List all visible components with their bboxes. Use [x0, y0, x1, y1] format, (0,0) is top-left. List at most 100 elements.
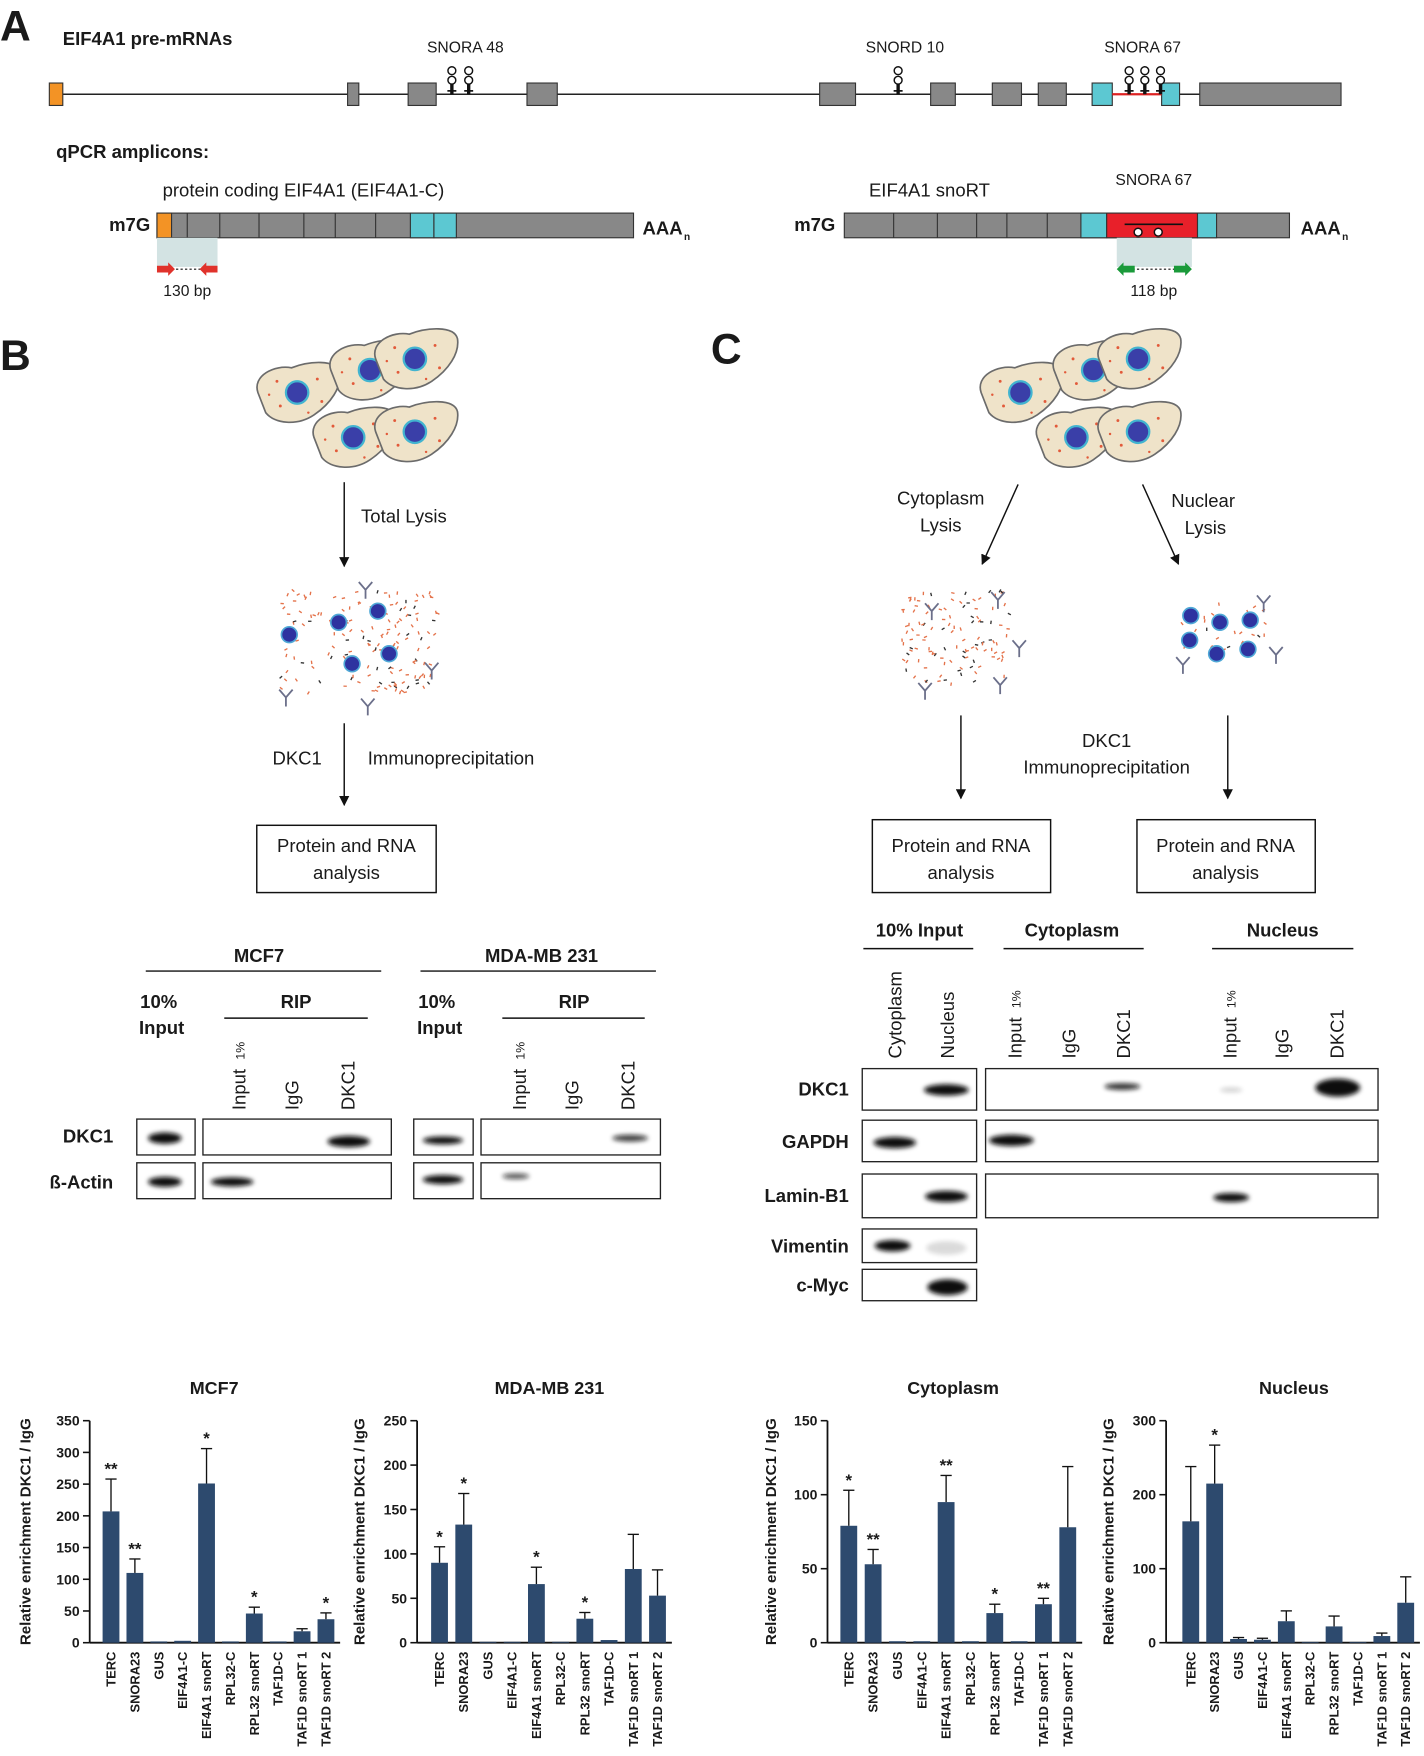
lysate-shape: [362, 635, 365, 640]
lysate-shape: [415, 679, 419, 681]
lysate-shape: [279, 686, 283, 690]
lysate-shape: [960, 672, 963, 677]
step-label: Immunoprecipitation: [368, 748, 535, 769]
lysate-shape: [964, 591, 967, 596]
lysate-shape: [327, 652, 330, 656]
lysate-shape: [420, 673, 425, 677]
lysate-shape: [385, 631, 389, 635]
x-tick-label: TAF1D snoRT 1: [1036, 1652, 1051, 1747]
lysate-shape: [405, 613, 409, 618]
lysate-shape: [383, 687, 388, 691]
cells-shape: [1096, 400, 1183, 463]
cells-shape: [373, 400, 459, 463]
lane-label: DKC1: [1326, 1009, 1347, 1058]
significance: *: [436, 1527, 443, 1546]
western-blot-shape: [988, 1134, 1034, 1146]
lysate-shape: [950, 629, 954, 634]
lysate-shape: [374, 689, 379, 693]
lane-label: DKC1: [337, 1061, 358, 1110]
cap-label: m7G: [794, 214, 835, 235]
lysate-shape: [925, 611, 929, 615]
lane-label: 1%: [1009, 990, 1023, 1008]
lysate-shape: [953, 625, 955, 629]
lysate-shape: [906, 652, 910, 656]
bar: [479, 1641, 497, 1643]
lysate-shape: [357, 681, 361, 684]
lysate-shape: [396, 645, 399, 650]
western-blot-shape: [1219, 1087, 1243, 1093]
heading: EIF4A1 pre-mRNAs: [63, 28, 233, 49]
lysate-shape: [374, 647, 377, 651]
gene-diagram-shape-shape: [347, 82, 360, 107]
lane-label: IgG: [1271, 1029, 1292, 1059]
y-tick-label: 0: [810, 1635, 818, 1651]
lysate-shape: [410, 624, 414, 628]
x-tick-label: TAF1D-C: [602, 1652, 617, 1706]
lysate-shape: [371, 626, 374, 630]
lysate-shape: [341, 597, 346, 600]
box-label: analysis: [1192, 862, 1259, 883]
bar: [937, 1502, 955, 1643]
western-blot-shape: [148, 1132, 182, 1144]
lysate-shape: [371, 690, 375, 692]
bar: [503, 1641, 521, 1643]
lysate-shape: [329, 613, 348, 632]
lysate-shape: [1206, 627, 1208, 632]
lysate-shape: [912, 675, 917, 679]
lysate-shape: [1001, 654, 1004, 659]
lysate-shape: [972, 659, 976, 664]
lysate-shape: [1000, 658, 1004, 663]
gene-diagram-shape-shape: [407, 82, 437, 107]
western-blot: 10% Input Cytoplasm Nucleus Cytoplasm Nu…: [764, 919, 1379, 1302]
lysate-shape: [1180, 631, 1199, 649]
bar: [1349, 1641, 1367, 1643]
lysate-shape: [1241, 611, 1259, 629]
y-tick-label: 150: [56, 1540, 80, 1556]
lysate-shape: [404, 637, 409, 641]
bar: [962, 1641, 979, 1643]
chart-title: Nucleus: [1259, 1378, 1329, 1398]
lysate-shape: [1203, 619, 1206, 623]
lysate-shape: [423, 674, 426, 679]
y-tick-label: 300: [1133, 1413, 1157, 1429]
bar: [576, 1618, 594, 1643]
panel-c: C Cytoplasm Lysis Nuclear Lysis DKC1 Imm…: [711, 325, 1379, 1302]
y-tick-label: 150: [794, 1413, 818, 1429]
lysate-shape: [286, 592, 289, 597]
lysate-shape: [938, 608, 943, 611]
lysate-shape: [376, 666, 379, 671]
lysate-shape: [432, 632, 437, 636]
lysate-shape: [1175, 656, 1191, 675]
bar-chart: MCF7 Relative enrichment DKC1 / IgG 0 50 100…: [17, 1378, 341, 1747]
lysate-shape: [972, 598, 976, 602]
lysate-shape: [923, 635, 928, 639]
lysate-shape: [950, 598, 955, 602]
lysate-shape: [964, 656, 969, 659]
x-tick-label: EIF4A1-C: [175, 1652, 190, 1709]
lysate-shape: [341, 608, 345, 612]
lysate-shape: [917, 659, 920, 663]
lysate-shape: [905, 668, 908, 672]
lysate-shape: [943, 646, 947, 651]
box: [871, 818, 1052, 894]
panel-letter: B: [0, 332, 31, 380]
lysate-shape: [949, 659, 953, 664]
lysate-shape: [928, 650, 933, 653]
lysate-shape: [396, 591, 399, 595]
lysate-shape: [1007, 612, 1012, 616]
gene-diagram-shape-shape: [930, 82, 956, 107]
significance: **: [867, 1530, 881, 1549]
column-label: RIP: [281, 991, 312, 1012]
column-label: RIP: [559, 991, 590, 1012]
lysate-shape: [389, 603, 394, 606]
charts: MCF7 Relative enrichment DKC1 / IgG 0 50 100…: [17, 1378, 1420, 1747]
gene-diagram-shape: [1138, 65, 1151, 96]
gene-diagram-shape-shape: [1037, 82, 1067, 107]
bar: [1206, 1483, 1224, 1643]
gene-diagram-shape: [1154, 65, 1167, 96]
lysate-shape: [303, 594, 306, 598]
x-tick-label: SNORA23: [456, 1652, 471, 1713]
cells-shape: [373, 327, 459, 390]
transcript-label: EIF4A1 snoRT: [869, 179, 990, 200]
lysate-shape: [983, 648, 987, 652]
